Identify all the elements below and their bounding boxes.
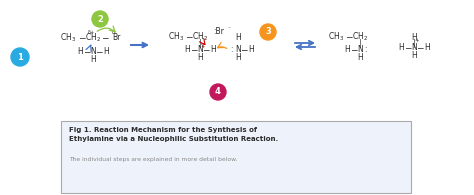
Text: −: − — [78, 34, 86, 43]
Text: N: N — [411, 43, 417, 52]
Text: CH$_2$: CH$_2$ — [352, 31, 368, 43]
Circle shape — [210, 84, 226, 100]
Text: 1: 1 — [17, 52, 23, 61]
Text: H: H — [248, 45, 254, 54]
Text: H: H — [398, 43, 404, 52]
Text: H: H — [411, 33, 417, 42]
Text: −: − — [350, 45, 358, 54]
Text: −: − — [345, 33, 353, 42]
Circle shape — [260, 24, 276, 40]
Text: CH$_3$: CH$_3$ — [168, 31, 184, 43]
Text: N: N — [197, 45, 203, 54]
Text: H: H — [235, 53, 241, 63]
Text: N: N — [357, 45, 363, 54]
Circle shape — [92, 11, 108, 27]
Text: −: − — [404, 43, 412, 52]
Text: N: N — [235, 45, 241, 54]
Text: CH$_3$: CH$_3$ — [328, 31, 344, 43]
Text: The individual steps are explained in more detail below.: The individual steps are explained in mo… — [69, 157, 237, 162]
Text: H: H — [77, 48, 83, 57]
Text: CH$_3$: CH$_3$ — [60, 32, 76, 44]
Text: H: H — [424, 43, 430, 52]
Text: −: − — [202, 45, 210, 54]
Text: δ+: δ+ — [87, 29, 94, 35]
Text: H: H — [344, 45, 350, 54]
Text: −: − — [190, 45, 198, 54]
Text: :: : — [364, 45, 366, 54]
Text: H: H — [90, 56, 96, 65]
Text: H: H — [184, 45, 190, 54]
Text: −: − — [185, 33, 193, 42]
Text: CH$_2$: CH$_2$ — [85, 32, 101, 44]
Text: H: H — [235, 34, 241, 43]
Text: H: H — [411, 51, 417, 60]
Text: |: | — [413, 38, 415, 48]
Text: 3: 3 — [265, 27, 271, 36]
Text: −: − — [95, 48, 103, 57]
Text: +: + — [201, 43, 205, 49]
FancyBboxPatch shape — [61, 121, 411, 193]
Text: δ⁻: δ⁻ — [112, 29, 118, 35]
Text: −: − — [240, 45, 248, 54]
Text: −: − — [83, 48, 91, 57]
Text: H: H — [357, 53, 363, 63]
Circle shape — [11, 48, 29, 66]
Text: |: | — [199, 40, 201, 49]
Text: ⁻: ⁻ — [228, 27, 230, 33]
Text: H: H — [103, 48, 109, 57]
Text: Fig 1. Reaction Mechanism for the Synthesis of
Ethylamine via a Nucleophilic Sub: Fig 1. Reaction Mechanism for the Synthe… — [69, 127, 278, 142]
Text: :Br: :Br — [213, 27, 224, 36]
Text: 2: 2 — [97, 14, 103, 24]
Text: Br: Br — [112, 34, 120, 43]
Text: N: N — [90, 48, 96, 57]
Text: −: − — [416, 43, 424, 52]
Text: H: H — [210, 45, 216, 54]
Text: −: − — [101, 34, 109, 43]
Text: H: H — [197, 53, 203, 63]
Text: +: + — [415, 37, 419, 43]
Text: :: : — [230, 45, 232, 54]
Text: 4: 4 — [215, 88, 221, 97]
Text: |: | — [359, 40, 361, 49]
Text: CH$_2$: CH$_2$ — [192, 31, 208, 43]
